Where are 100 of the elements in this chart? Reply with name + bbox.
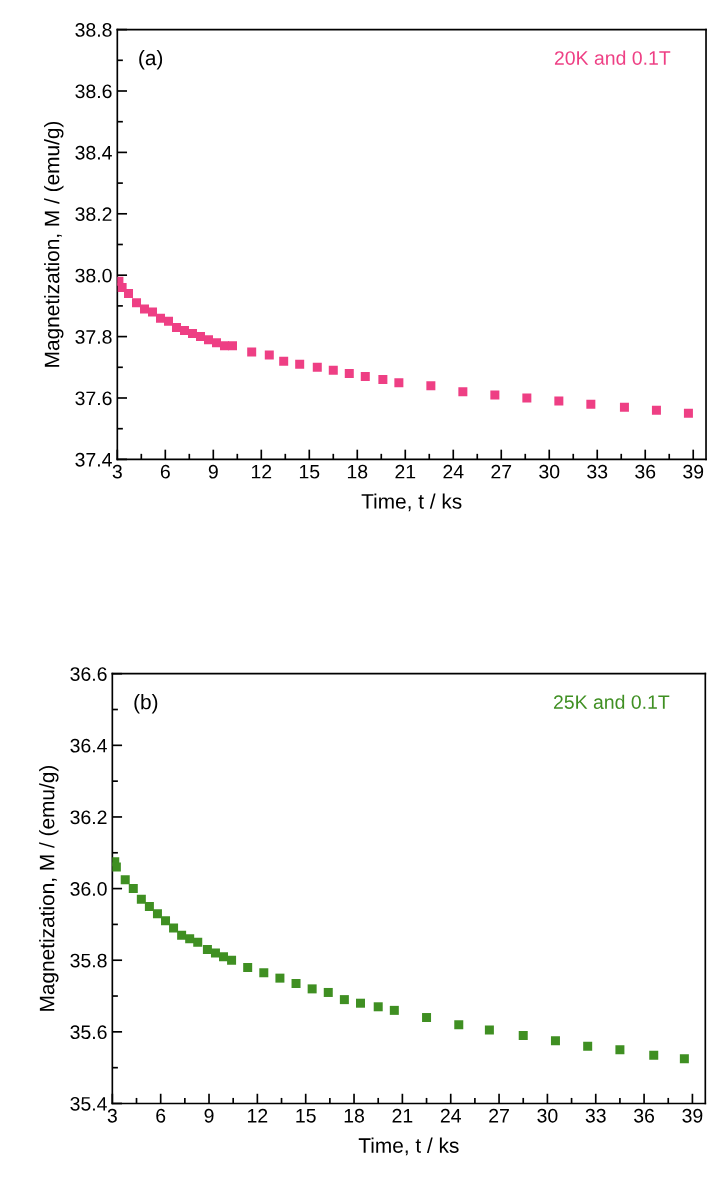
point [291, 979, 301, 988]
point [279, 356, 289, 366]
point [651, 405, 661, 415]
point [490, 390, 500, 400]
point [312, 362, 322, 372]
point [619, 402, 629, 412]
point [615, 1045, 625, 1055]
point [136, 894, 146, 904]
point [112, 862, 121, 872]
point [454, 1020, 464, 1030]
text: 20K and 0.1T [554, 50, 671, 65]
y-tick-label: 37.8 [75, 330, 112, 344]
point [458, 387, 468, 397]
point [259, 968, 269, 978]
point [185, 934, 195, 944]
point [169, 923, 179, 933]
point [202, 944, 212, 954]
x-tick-label: 9 [204, 1108, 214, 1123]
annotation: (b) [134, 694, 158, 714]
y-tick-label: 35.8 [70, 953, 107, 968]
point [522, 393, 532, 403]
x-tick-label: 21 [392, 1108, 413, 1123]
point [177, 930, 187, 940]
y-tick-label: 35.4 [70, 1096, 107, 1111]
x-tick-label: 21 [395, 464, 416, 479]
x-tick-label: 15 [299, 464, 320, 479]
y-tick-label: 38.2 [75, 207, 112, 222]
point [144, 902, 154, 911]
y-tick-label: 36.4 [70, 738, 107, 753]
x-tick-label: 12 [248, 1108, 268, 1123]
point [212, 338, 221, 348]
point [328, 365, 338, 375]
x-tick-label: 33 [585, 1108, 606, 1123]
y-tick-label: 38.0 [75, 268, 112, 283]
point [128, 884, 138, 894]
x-tick-label: 27 [491, 464, 512, 479]
point [210, 948, 220, 958]
point [227, 955, 237, 965]
point [219, 952, 229, 962]
y-tick-label: 38.8 [75, 23, 112, 37]
point [196, 332, 205, 342]
point [550, 1036, 560, 1046]
y-tick-label: 37.6 [75, 391, 112, 406]
x-tick-label: 15 [296, 1109, 316, 1123]
x-tick-label: 39 [683, 464, 704, 479]
point [161, 916, 171, 926]
point [422, 1013, 432, 1023]
y-axis-title: Magnetization, M / (emu/g) [44, 121, 64, 367]
point [554, 396, 564, 406]
y-tick-label: 35.6 [70, 1025, 107, 1040]
y-tick-label: 36.0 [70, 882, 107, 896]
point [307, 984, 317, 994]
x-tick-label: 39 [682, 1108, 703, 1123]
point [156, 313, 166, 323]
x-axis-title: Time, t / ks [361, 493, 462, 512]
point [484, 1025, 494, 1035]
y-tick-label: 38.6 [75, 84, 112, 99]
x-tick-label: 6 [160, 464, 170, 479]
point [649, 1050, 659, 1060]
x-tick-label: 12 [251, 464, 272, 479]
point [228, 341, 237, 351]
point [264, 350, 274, 360]
x-tick-label: 9 [208, 464, 218, 479]
x-tick-label: 18 [344, 1108, 365, 1123]
point [344, 368, 354, 378]
x-tick-label: 27 [489, 1108, 509, 1123]
x-tick-label: 6 [156, 1108, 166, 1123]
point [583, 1041, 593, 1051]
x-axis-title: Time, t / ks [358, 1137, 459, 1156]
point [323, 987, 333, 997]
y-tick-label: 37.4 [75, 452, 112, 467]
point [679, 1054, 689, 1064]
point [683, 408, 693, 418]
point [586, 399, 596, 409]
point [243, 962, 253, 972]
point [295, 359, 305, 369]
x-tick-label: 30 [537, 1108, 558, 1123]
point [188, 329, 197, 339]
point [172, 322, 182, 332]
x-tick-label: 24 [443, 464, 464, 479]
annotation: (a) [139, 49, 163, 70]
y-axis-title: Magnetization, M / (emu/g) [39, 765, 59, 1011]
x-tick-label: 30 [539, 464, 560, 479]
x-tick-label: 36 [634, 1108, 655, 1123]
x-tick-label: 33 [587, 464, 608, 479]
x-tick-label: 18 [347, 464, 368, 479]
point [275, 973, 285, 983]
point [360, 372, 370, 381]
y-tick-label: 36.2 [70, 810, 107, 825]
point [132, 298, 142, 308]
x-tick-label: 3 [107, 1108, 117, 1123]
point [164, 316, 174, 326]
x-tick-label: 36 [635, 464, 656, 479]
point [373, 1002, 383, 1012]
point [518, 1030, 528, 1040]
x-tick-label: 3 [112, 464, 122, 479]
y-tick-label: 38.4 [75, 145, 112, 160]
point [247, 347, 257, 357]
point [426, 381, 436, 391]
point [378, 375, 388, 385]
